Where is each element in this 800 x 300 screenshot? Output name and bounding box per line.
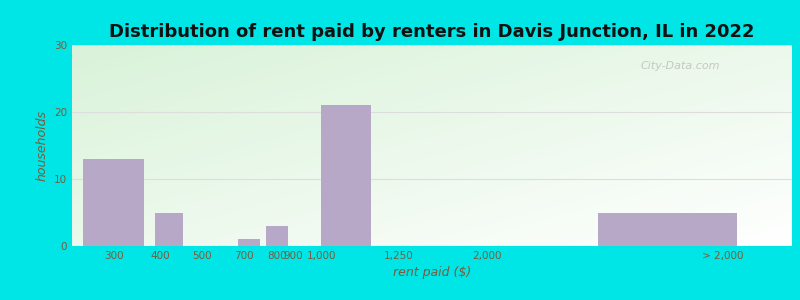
Title: Distribution of rent paid by renters in Davis Junction, IL in 2022: Distribution of rent paid by renters in … bbox=[110, 23, 754, 41]
X-axis label: rent paid ($): rent paid ($) bbox=[393, 266, 471, 279]
Bar bbox=[266, 226, 288, 246]
Bar bbox=[598, 212, 737, 246]
Y-axis label: households: households bbox=[35, 110, 49, 181]
Bar bbox=[83, 159, 144, 246]
Bar bbox=[155, 212, 182, 246]
Text: City-Data.com: City-Data.com bbox=[641, 61, 720, 71]
Bar bbox=[322, 105, 371, 246]
Bar bbox=[238, 239, 260, 246]
